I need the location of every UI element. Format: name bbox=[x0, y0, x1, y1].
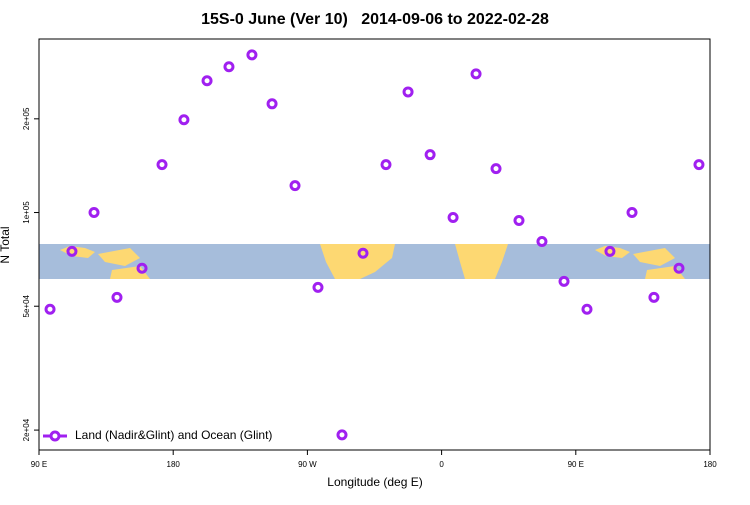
point bbox=[581, 303, 593, 315]
y-tick-label: 2e+04 bbox=[22, 418, 31, 441]
point bbox=[111, 291, 123, 303]
map-strip bbox=[39, 244, 710, 279]
point bbox=[312, 281, 324, 293]
point bbox=[201, 75, 213, 87]
point bbox=[673, 262, 685, 274]
point bbox=[604, 245, 616, 257]
point bbox=[402, 86, 414, 98]
point bbox=[156, 159, 168, 171]
y-tick-label: 1e+05 bbox=[22, 201, 31, 224]
point bbox=[536, 236, 548, 248]
point bbox=[447, 211, 459, 223]
point bbox=[44, 303, 56, 315]
plot-frame bbox=[38, 38, 711, 451]
point bbox=[289, 180, 301, 192]
x-tick-label: 180 bbox=[703, 460, 717, 469]
point bbox=[223, 61, 235, 73]
point bbox=[88, 207, 100, 219]
point bbox=[178, 114, 190, 126]
point bbox=[470, 68, 482, 80]
y-axis-label: N Total bbox=[0, 226, 12, 263]
point bbox=[648, 291, 660, 303]
x-tick-label: 90 E bbox=[568, 460, 584, 469]
x-tick-label: 180 bbox=[167, 460, 181, 469]
point bbox=[693, 159, 705, 171]
point bbox=[424, 149, 436, 161]
x-tick-label: 0 bbox=[439, 460, 444, 469]
x-axis-label: Longitude (deg E) bbox=[327, 475, 422, 489]
legend-label: Land (Nadir&Glint) and Ocean (Glint) bbox=[75, 428, 272, 442]
chart-title: 15S-0 June (Ver 10) 2014-09-06 to 2022-0… bbox=[201, 11, 549, 28]
y-tick-label: 5e+04 bbox=[22, 294, 31, 317]
x-tick-label: 90 W bbox=[298, 460, 317, 469]
point bbox=[246, 49, 258, 61]
point bbox=[380, 159, 392, 171]
point bbox=[490, 163, 502, 175]
point bbox=[66, 245, 78, 257]
y-tick-label: 2e+05 bbox=[22, 107, 31, 130]
point bbox=[266, 98, 278, 110]
point bbox=[513, 214, 525, 226]
point bbox=[136, 262, 148, 274]
point bbox=[626, 207, 638, 219]
x-tick-label: 90 E bbox=[31, 460, 47, 469]
point bbox=[558, 275, 570, 287]
point bbox=[357, 247, 369, 259]
legend-marker bbox=[49, 430, 61, 442]
point bbox=[336, 429, 348, 441]
